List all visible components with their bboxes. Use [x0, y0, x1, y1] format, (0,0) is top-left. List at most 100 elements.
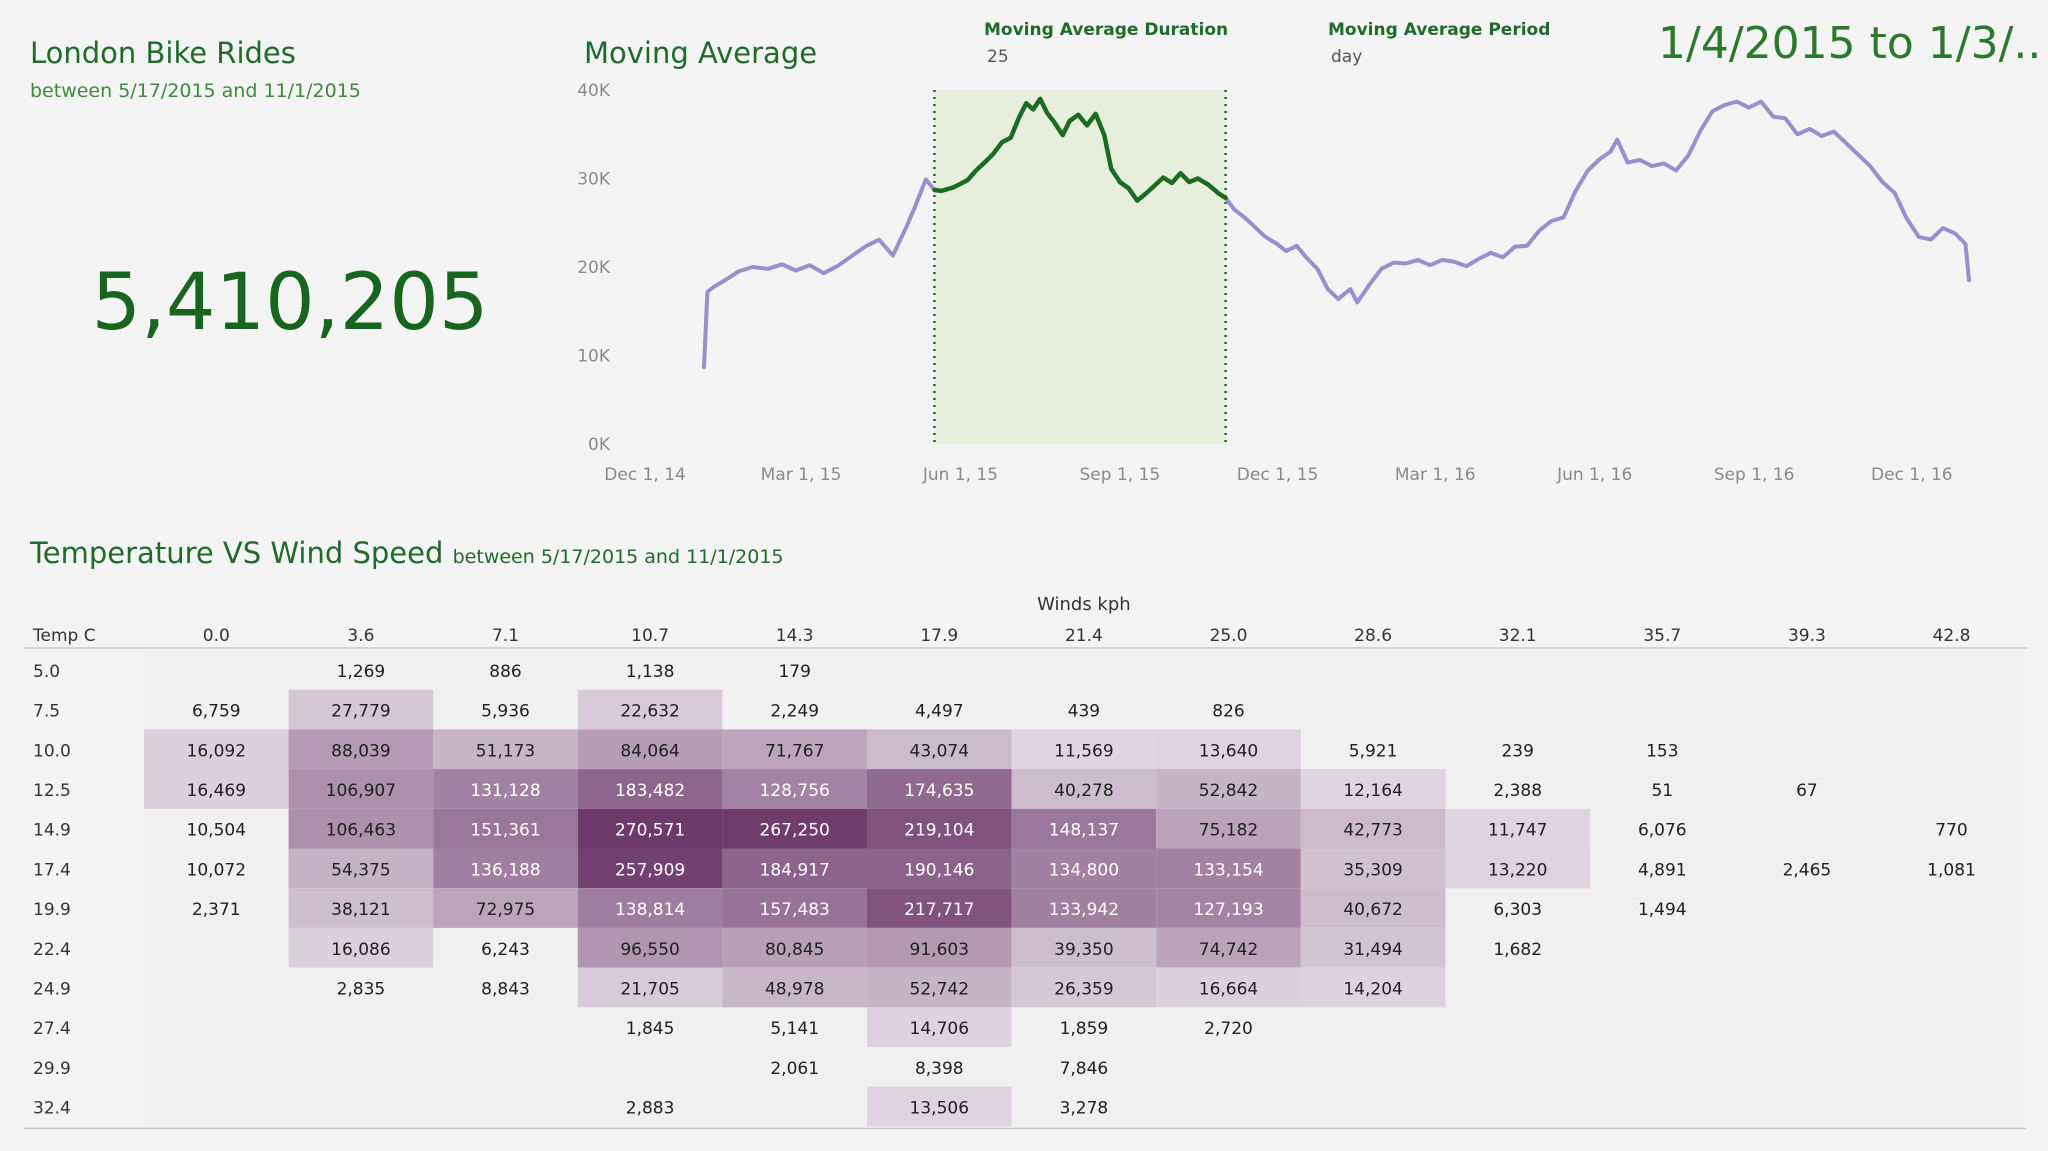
heatmap-cell-label: 267,250 [760, 821, 830, 841]
x-category-label: 42.8 [1933, 626, 1971, 646]
heatmap-cell-label: 84,064 [620, 741, 679, 761]
heatmap-cell-label: 51,173 [476, 741, 535, 761]
heatmap-cell-label: 10,504 [187, 821, 246, 841]
heatmap-cell-label: 439 [1068, 702, 1100, 722]
heatmap-cell-label: 96,550 [620, 940, 679, 960]
heatmap-cell-label: 22,632 [620, 702, 679, 722]
heatmap-cell [144, 769, 289, 809]
selection-band[interactable] [934, 90, 1226, 444]
x-category-label: 25.0 [1210, 626, 1248, 646]
heatmap-cell-label: 151,361 [470, 821, 540, 841]
dashboard-title: London Bike Rides [30, 36, 296, 70]
heatmap-cell-label: 80,845 [765, 940, 824, 960]
heatmap-cell [577, 808, 723, 849]
heatmap-cell-label: 40,278 [1054, 781, 1113, 801]
x-tick-label: Jun 1, 16 [1556, 465, 1632, 485]
heatmap-cell-label: 219,104 [904, 821, 974, 841]
heatmap-cell-label: 2,388 [1493, 781, 1542, 801]
heatmap-cell [867, 729, 1012, 770]
duration-parameter-value[interactable]: 25 [987, 47, 1009, 67]
heatmap-cell-label: 5,921 [1349, 741, 1398, 761]
heatmap-cell [144, 729, 289, 770]
heatmap-cell [288, 729, 434, 770]
heatmap-cell-label: 131,128 [470, 781, 540, 801]
heatmap-cell-label: 40,672 [1343, 900, 1402, 920]
heatmap-cell [1156, 967, 1301, 1008]
y-tick-label: 40K [577, 81, 611, 101]
heatmap-cell [867, 848, 1012, 889]
heatmap-cell-label: 5,936 [481, 702, 530, 722]
heatmap-cell-label: 184,917 [760, 860, 830, 880]
heatmap-cell-label: 153 [1646, 741, 1678, 761]
x-tick-label: Mar 1, 15 [761, 465, 842, 485]
x-category-label: 3.6 [347, 626, 374, 646]
heatmap-cell [1445, 808, 1590, 849]
heatmap-cell-label: 13,506 [910, 1099, 969, 1119]
heatmap-cell-label: 1,845 [626, 1019, 675, 1039]
heatmap-cell-label: 886 [489, 662, 521, 682]
heatmap-cell [288, 927, 434, 968]
x-category-label: 39.3 [1788, 626, 1826, 646]
heatmap-cell-label: 2,720 [1204, 1019, 1253, 1039]
heatmap-cell-label: 2,465 [1783, 860, 1832, 880]
y-category-label: 14.9 [33, 821, 71, 841]
heatmap-cell-label: 2,835 [337, 979, 386, 999]
heatmap-cell [1156, 769, 1301, 809]
x-tick-label: Dec 1, 14 [604, 465, 686, 485]
x-category-label: 21.4 [1065, 626, 1103, 646]
heatmap-cell [1300, 967, 1446, 1008]
heatmap-cell-label: 52,842 [1199, 781, 1258, 801]
heatmap-cell [1156, 808, 1301, 849]
heatmap-cell-label: 4,891 [1638, 860, 1687, 880]
heatmap-cell [577, 689, 723, 730]
heatmap-cell-label: 43,074 [910, 741, 969, 761]
x-category-label: 7.1 [492, 626, 519, 646]
heatmap-cell-label: 21,705 [620, 979, 679, 999]
heatmap-cell [1011, 888, 1157, 928]
y-tick-label: 30K [577, 170, 611, 190]
heatmap-title-main: Temperature VS Wind Speed [30, 536, 444, 570]
y-category-label: 24.9 [33, 979, 71, 999]
heatmap-cell-label: 179 [778, 662, 810, 682]
y-tick-label: 10K [577, 347, 611, 367]
heatmap-cell-label: 1,682 [1493, 940, 1542, 960]
heatmap-cell-label: 4,497 [915, 702, 964, 722]
heatmap-cell [867, 967, 1012, 1008]
heatmap-cell [722, 848, 867, 889]
heatmap-cell-label: 72,975 [476, 900, 535, 920]
heatmap-cell-label: 1,494 [1638, 900, 1687, 920]
heatmap-cell-label: 157,483 [760, 900, 830, 920]
heatmap-cell-label: 31,494 [1343, 940, 1402, 960]
moving-average-line-chart[interactable]: 0K 10K 20K 30K 40K Dec 1, 14 Mar 1, 15 Jun 1, 1… [560, 70, 2020, 502]
heatmap-cell-label: 12,164 [1343, 781, 1402, 801]
heatmap-cell-label: 39,350 [1054, 940, 1113, 960]
x-category-label: 0.0 [203, 626, 230, 646]
heatmap-cell-label: 1,269 [337, 662, 386, 682]
x-category-label: 17.9 [920, 626, 958, 646]
heatmap-cell-label: 67 [1796, 781, 1818, 801]
heatmap-cell [1445, 848, 1590, 889]
heatmap-cell-label: 35,309 [1343, 860, 1402, 880]
x-tick-label: Dec 1, 16 [1871, 465, 1953, 485]
heatmap-cell-label: 71,767 [765, 741, 824, 761]
y-category-label: 32.4 [33, 1099, 71, 1119]
heatmap-cell-label: 133,154 [1193, 860, 1263, 880]
heatmap-cell-label: 826 [1212, 702, 1244, 722]
heatmap-cell [288, 848, 434, 889]
heatmap-cell-label: 770 [1935, 821, 1967, 841]
date-range-filter[interactable]: 1/4/2015 to 1/3/.. [1658, 18, 2042, 69]
heatmap-cell-label: 1,859 [1060, 1019, 1109, 1039]
heatmap-cell [433, 808, 578, 849]
heatmap-title: Temperature VS Wind Speed between 5/17/2… [30, 536, 784, 570]
heatmap-cell-label: 183,482 [615, 781, 685, 801]
x-category-label: 10.7 [631, 626, 669, 646]
x-tick-label: Mar 1, 16 [1395, 465, 1476, 485]
period-parameter-value[interactable]: day [1331, 47, 1363, 67]
heatmap-cell-label: 26,359 [1054, 979, 1113, 999]
heatmap-cell-label: 134,800 [1049, 860, 1119, 880]
heatmap-cell-label: 54,375 [331, 860, 390, 880]
heatmap-cell [1156, 888, 1301, 928]
heatmap-cell [577, 769, 723, 809]
heatmap-cell [577, 927, 723, 968]
heatmap-cell-label: 148,137 [1049, 821, 1119, 841]
